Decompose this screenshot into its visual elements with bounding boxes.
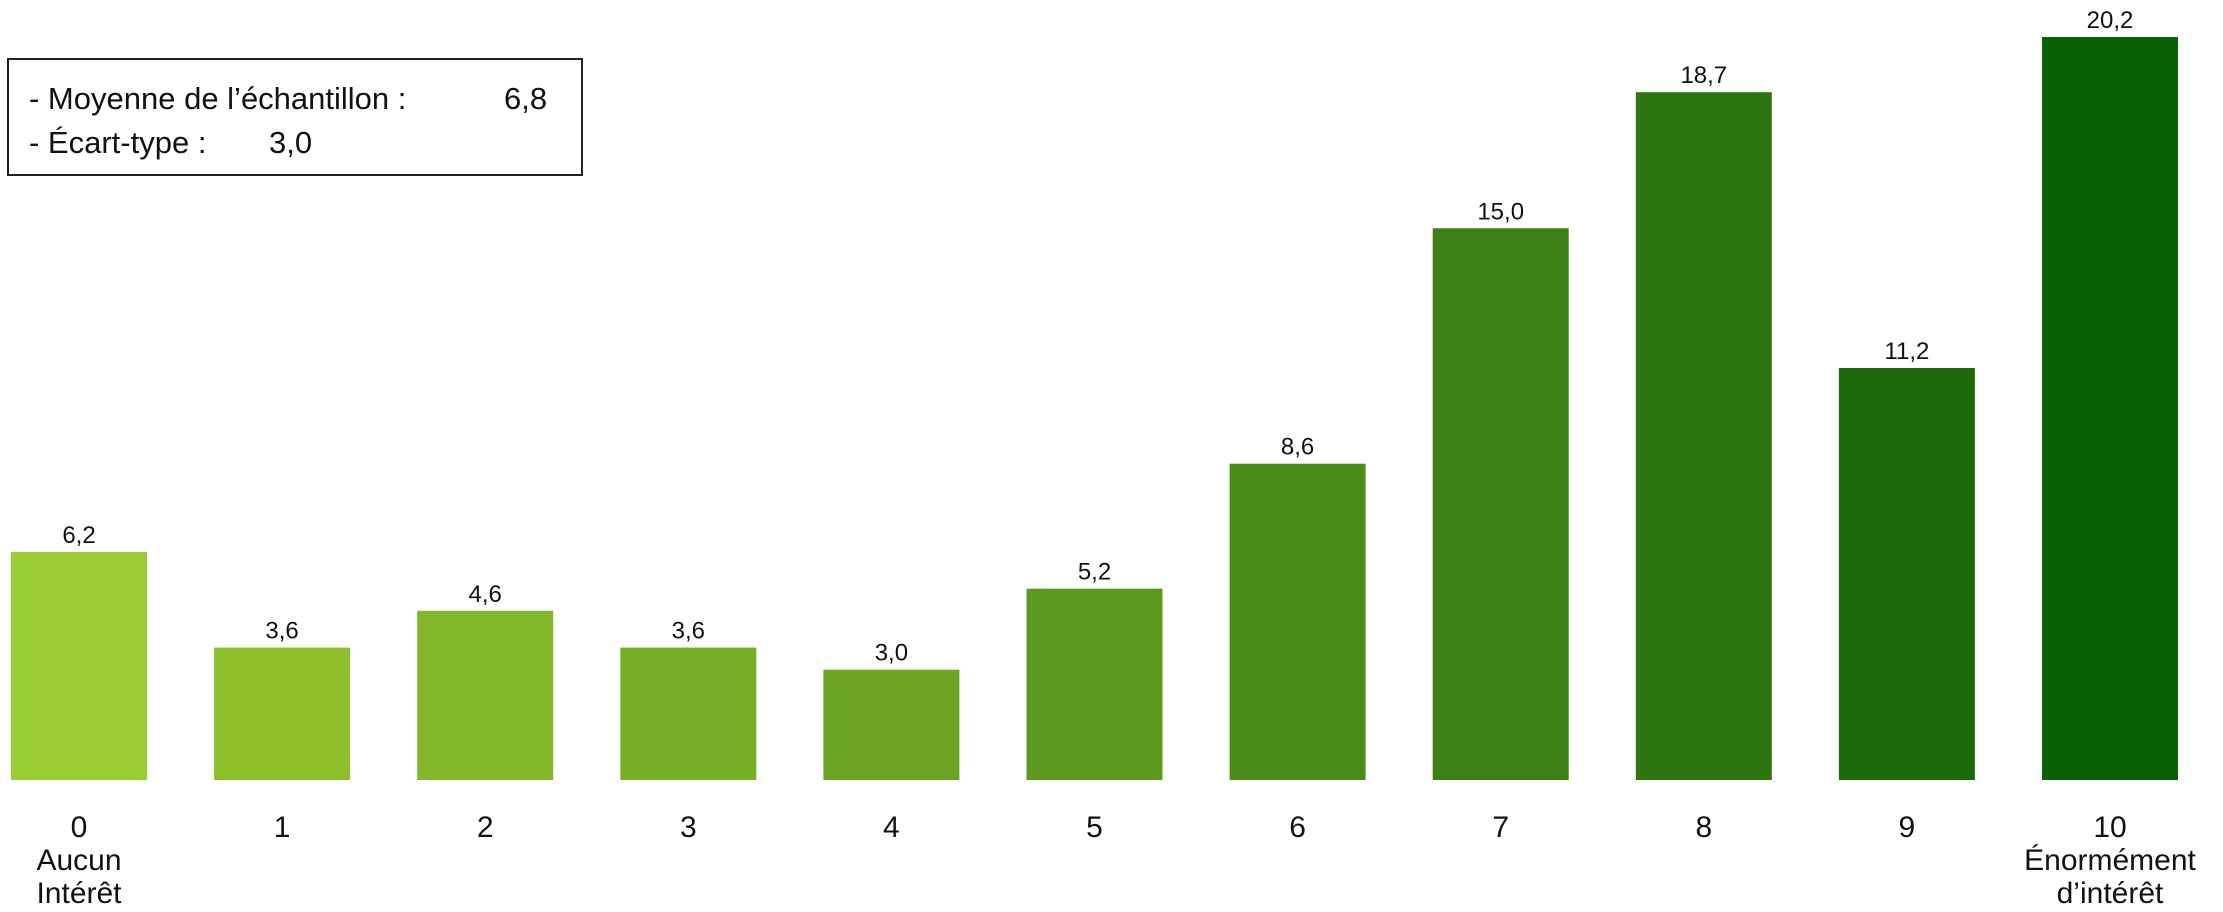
- mean-value: 6,8: [504, 81, 548, 116]
- sd-line: - Écart-type : 3,0: [29, 125, 312, 161]
- data-label-1: 3,6: [265, 618, 298, 645]
- x-tick-label-7: 7: [1492, 811, 1509, 844]
- data-label-5: 5,2: [1078, 559, 1111, 586]
- x-tick-label-0: 0: [71, 811, 88, 844]
- mean-label: - Moyenne de l’échantillon :: [29, 81, 407, 116]
- data-label-8: 18,7: [1680, 62, 1727, 89]
- x-tick-label-2: 2: [477, 811, 494, 844]
- bar-3: [620, 647, 757, 780]
- x-tick-label-4: 4: [883, 811, 900, 844]
- x-tick-label-10: 10: [2093, 811, 2126, 844]
- x-tick-label-5: 5: [1086, 811, 1103, 844]
- stats-legend-box: - Moyenne de l’échantillon : 6,8 - Écart…: [7, 58, 583, 176]
- x-tick-label-1: 1: [274, 811, 291, 844]
- data-label-6: 8,6: [1281, 434, 1314, 461]
- bar-7: [1432, 228, 1569, 781]
- mean-line: - Moyenne de l’échantillon : 6,8: [29, 81, 547, 117]
- sd-label: - Écart-type :: [29, 125, 207, 160]
- bar-8: [1635, 92, 1772, 780]
- x-tick-label-3: 3: [680, 811, 697, 844]
- data-label-9: 11,2: [1884, 338, 1929, 365]
- bar-0: [11, 552, 147, 780]
- x-sublabel-0-1: Intérêt: [36, 877, 122, 907]
- bar-1: [214, 647, 351, 780]
- bar-5: [1026, 588, 1163, 780]
- x-sublabel-10-0: Énormément: [2024, 844, 2196, 877]
- x-sublabel-0-0: Aucun: [36, 844, 121, 877]
- data-label-2: 4,6: [469, 581, 502, 608]
- data-label-7: 15,0: [1477, 198, 1524, 225]
- data-label-0: 6,2: [62, 522, 95, 549]
- bar-6: [1229, 463, 1366, 780]
- x-sublabel-10-1: d’intérêt: [2057, 877, 2164, 907]
- bar-9: [1838, 368, 1975, 780]
- x-tick-label-9: 9: [1899, 811, 1916, 844]
- data-label-10: 20,2: [2087, 7, 2134, 34]
- x-tick-label-6: 6: [1289, 811, 1306, 844]
- data-label-3: 3,6: [672, 618, 705, 645]
- sd-value: 3,0: [269, 125, 313, 160]
- bar-4: [823, 669, 960, 780]
- bar-2: [417, 610, 554, 780]
- data-label-4: 3,0: [875, 640, 908, 667]
- bar-10: [2042, 37, 2178, 780]
- x-tick-label-8: 8: [1695, 811, 1712, 844]
